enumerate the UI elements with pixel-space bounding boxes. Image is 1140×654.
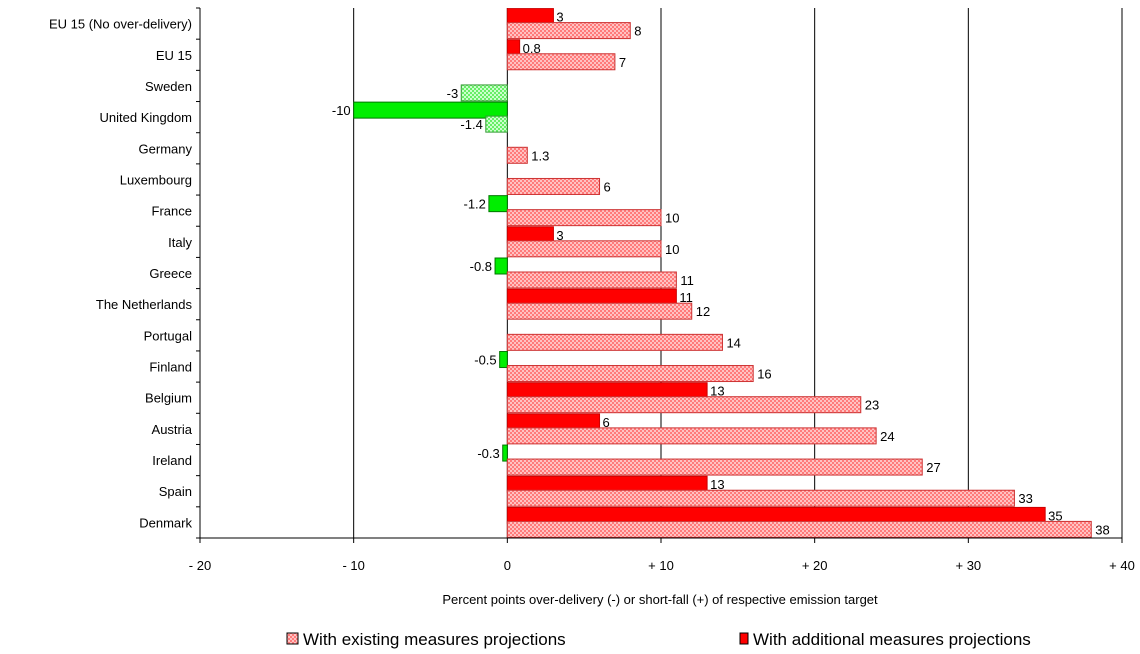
x-tick-label: + 40 xyxy=(1109,558,1135,573)
bar-existing xyxy=(506,177,601,195)
x-axis-label: Percent points over-delivery (-) or shor… xyxy=(442,592,878,607)
data-labels: 380.87-3-10-1.41.36-1.210310-0.811111214… xyxy=(332,10,1110,538)
bar-additional xyxy=(353,101,508,119)
category-label: EU 15 (No over-delivery) xyxy=(49,17,192,32)
legend-label-existing: With existing measures projections xyxy=(303,630,566,649)
category-label: Sweden xyxy=(145,79,192,94)
legend: With existing measures projections With … xyxy=(286,630,1031,649)
data-label-additional: 13 xyxy=(710,384,724,399)
category-label: Luxembourg xyxy=(120,172,192,187)
bar-existing xyxy=(506,53,616,71)
legend-swatch-additional xyxy=(739,632,749,645)
bar-existing xyxy=(506,240,662,258)
data-label-additional: 35 xyxy=(1048,508,1062,523)
x-tick-label: - 20 xyxy=(189,558,211,573)
x-tick-label: + 10 xyxy=(648,558,674,573)
data-label-existing: 23 xyxy=(865,398,879,413)
bar-existing xyxy=(506,427,877,445)
axes xyxy=(196,7,1123,543)
category-label: Belgium xyxy=(145,391,192,406)
data-label-existing: -1.4 xyxy=(460,117,482,132)
data-label-existing: 7 xyxy=(619,55,626,70)
data-label-existing: 16 xyxy=(757,367,771,382)
data-label-existing: -3 xyxy=(447,86,459,101)
data-label-existing: 8 xyxy=(634,24,641,39)
data-label-existing: 6 xyxy=(604,179,611,194)
category-label: United Kingdom xyxy=(100,110,193,125)
data-label-additional: 3 xyxy=(556,10,563,25)
category-label: France xyxy=(152,204,192,219)
data-label-additional: 6 xyxy=(603,415,610,430)
bar-existing xyxy=(460,84,508,102)
bar-additional xyxy=(499,351,508,369)
bar-additional xyxy=(488,195,508,213)
bar-existing xyxy=(506,458,923,476)
bar-additional xyxy=(494,257,508,275)
legend-label-additional: With additional measures projections xyxy=(753,630,1031,649)
category-label: Ireland xyxy=(152,453,192,468)
data-label-existing: 38 xyxy=(1095,522,1109,537)
data-label-additional: -0.3 xyxy=(477,446,499,461)
x-tick-label: + 20 xyxy=(802,558,828,573)
x-tick-label: + 30 xyxy=(955,558,981,573)
bar-existing xyxy=(485,115,508,133)
category-label: EU 15 xyxy=(156,48,192,63)
data-label-additional: -0.5 xyxy=(474,353,496,368)
category-label: Spain xyxy=(159,484,192,499)
bar-existing xyxy=(506,365,754,383)
bar-existing xyxy=(506,396,862,414)
data-label-additional: 11 xyxy=(679,290,693,305)
category-label: Portugal xyxy=(144,328,193,343)
bar-existing xyxy=(506,520,1092,538)
bar-additional xyxy=(502,444,508,462)
x-tick-labels: - 20 - 10 0 + 10 + 20 + 30 + 40 xyxy=(189,558,1135,573)
bar-existing xyxy=(506,333,723,351)
x-tick-label: - 10 xyxy=(342,558,364,573)
data-label-existing: 14 xyxy=(726,335,740,350)
data-label-existing: 27 xyxy=(926,460,940,475)
category-labels: EU 15 (No over-delivery) EU 15 Sweden Unite… xyxy=(49,17,193,531)
data-label-additional: -10 xyxy=(332,103,351,118)
data-label-additional: 3 xyxy=(556,228,563,243)
x-tick-label: 0 xyxy=(504,558,511,573)
category-label: Greece xyxy=(149,266,192,281)
data-label-existing: 10 xyxy=(665,211,679,226)
data-label-existing: 1.3 xyxy=(531,148,549,163)
data-label-existing: 10 xyxy=(665,242,679,257)
category-label: Denmark xyxy=(139,515,192,530)
bar-existing xyxy=(506,489,1015,507)
data-label-additional: -0.8 xyxy=(470,259,492,274)
bar-existing xyxy=(506,271,677,289)
data-label-existing: 33 xyxy=(1018,491,1032,506)
data-label-additional: -1.2 xyxy=(463,197,485,212)
data-label-existing: 12 xyxy=(696,304,710,319)
bar-existing xyxy=(506,302,693,320)
data-label-additional: 13 xyxy=(710,477,724,492)
category-label: Italy xyxy=(168,235,192,250)
data-label-additional: 0.8 xyxy=(523,41,541,56)
category-label: Germany xyxy=(139,141,193,156)
legend-swatch-existing xyxy=(286,632,299,645)
category-label: The Netherlands xyxy=(96,297,193,312)
bar-existing xyxy=(506,209,662,227)
bar-existing xyxy=(506,146,528,164)
category-label: Austria xyxy=(152,422,193,437)
data-label-existing: 24 xyxy=(880,429,894,444)
bars xyxy=(353,8,1092,538)
bar-existing xyxy=(506,22,631,40)
category-label: Finland xyxy=(149,360,192,375)
data-label-existing: 11 xyxy=(680,273,694,288)
